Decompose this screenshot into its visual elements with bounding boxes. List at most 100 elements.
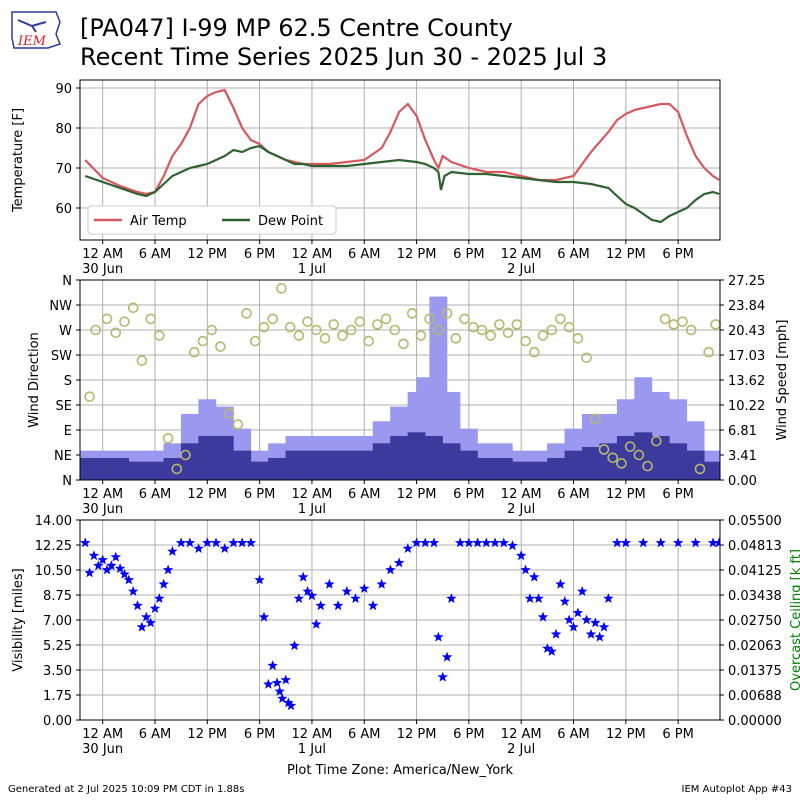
speed-bar bbox=[425, 435, 443, 480]
speed-bar bbox=[250, 461, 269, 480]
wind-direction-point bbox=[267, 313, 278, 325]
visibility-point bbox=[283, 697, 294, 708]
wind-direction-point bbox=[171, 463, 183, 475]
visibility-point bbox=[376, 578, 387, 589]
visibility-point bbox=[254, 574, 265, 585]
wind-direction-point bbox=[537, 330, 549, 341]
speed-tick-label: 27.25 bbox=[728, 274, 765, 289]
x-tick-label: 1 Jul bbox=[298, 262, 326, 277]
wind-direction-point bbox=[328, 319, 340, 330]
visibility-point bbox=[324, 578, 335, 589]
legend-box bbox=[87, 205, 337, 235]
visibility-point bbox=[542, 643, 553, 653]
x-tick-label: 6 AM bbox=[348, 727, 381, 742]
panel-frame bbox=[79, 79, 721, 241]
visibility-point bbox=[245, 537, 257, 548]
x-tick-label: 12 PM bbox=[187, 247, 227, 262]
speed-bar bbox=[669, 443, 688, 480]
x-tick-label: 6 PM bbox=[662, 247, 693, 262]
speed-bar bbox=[80, 457, 95, 480]
speed-bar bbox=[198, 435, 217, 480]
temperature-axis-title: Temperature [F] bbox=[11, 108, 26, 213]
speed-bar bbox=[547, 457, 566, 480]
visibility-tick-label: 0.00 bbox=[43, 714, 72, 729]
speed-bar bbox=[477, 457, 496, 480]
visibility-point bbox=[441, 651, 453, 662]
speed-bar bbox=[390, 435, 409, 480]
visibility-point bbox=[472, 537, 483, 548]
visibility-point bbox=[184, 537, 196, 548]
speed-tick-label: 23.84 bbox=[728, 299, 765, 314]
wind-direction-point bbox=[345, 324, 357, 336]
visibility-point bbox=[598, 621, 610, 632]
wind-direction-point bbox=[624, 441, 636, 452]
title-line-1: [PA047] I-99 MP 62.5 Centre County bbox=[80, 14, 513, 42]
wind-direction-point bbox=[293, 330, 305, 341]
wind-direction-point bbox=[389, 324, 401, 336]
wind-direction-point bbox=[380, 313, 392, 325]
speed-bar bbox=[442, 443, 461, 480]
visibility-point bbox=[158, 578, 169, 589]
visibility-point bbox=[210, 537, 222, 548]
visibility-point bbox=[289, 640, 300, 651]
x-tick-label: 12 AM bbox=[501, 247, 542, 262]
visibility-point bbox=[110, 551, 121, 562]
visibility-point bbox=[136, 621, 148, 632]
speed-bar bbox=[564, 450, 583, 480]
visibility-point bbox=[481, 537, 492, 548]
speed-bar bbox=[407, 432, 426, 480]
y-tick-label: 80 bbox=[55, 122, 72, 137]
visibility-tick-label: 5.25 bbox=[43, 639, 72, 654]
wind-direction-axis-title: Wind Direction bbox=[27, 332, 42, 428]
visibility-point bbox=[520, 564, 531, 575]
wind-direction-point bbox=[337, 330, 348, 341]
visibility-point bbox=[433, 631, 444, 642]
visibility-point bbox=[141, 611, 152, 622]
speed-tick-label: 6.81 bbox=[728, 424, 757, 439]
wind-direction-point bbox=[703, 346, 714, 358]
wind-direction-point bbox=[581, 352, 592, 364]
speed-bar bbox=[93, 457, 112, 480]
x-tick-label: 12 PM bbox=[606, 727, 646, 742]
visibility-point bbox=[707, 537, 719, 548]
x-tick-label: 12 AM bbox=[292, 247, 333, 262]
visibility-point bbox=[359, 583, 370, 593]
y-tick-label: 70 bbox=[55, 162, 72, 177]
visibility-point bbox=[516, 550, 527, 561]
visibility-point bbox=[454, 537, 466, 548]
x-tick-label: 12 AM bbox=[501, 727, 542, 742]
wind-direction-point bbox=[424, 313, 435, 325]
wind-direction-point bbox=[590, 413, 601, 425]
y-tick-label: 90 bbox=[55, 82, 72, 97]
visibility-point bbox=[123, 574, 135, 585]
wind-direction-point bbox=[494, 319, 505, 330]
visibility-point bbox=[350, 593, 361, 603]
visibility-point bbox=[533, 593, 544, 603]
visibility-point bbox=[306, 590, 318, 601]
visibility-point bbox=[167, 545, 178, 556]
x-tick-label: 12 AM bbox=[292, 487, 333, 502]
visibility-point bbox=[271, 677, 283, 688]
x-tick-label: 12 PM bbox=[187, 727, 227, 742]
visibility-point bbox=[285, 700, 297, 711]
wind-direction-point bbox=[188, 346, 200, 358]
x-tick-label: 12 PM bbox=[187, 487, 227, 502]
x-tick-label: 12 PM bbox=[397, 247, 437, 262]
x-tick-label: 6 PM bbox=[244, 487, 275, 502]
wind-direction-point bbox=[154, 330, 165, 341]
wind-direction-point bbox=[310, 324, 322, 336]
visibility-point bbox=[594, 631, 605, 642]
ceiling-tick-label: 0.04813 bbox=[728, 539, 782, 554]
wind-direction-point bbox=[607, 452, 619, 464]
dew-point-line bbox=[84, 144, 720, 224]
visibility-point bbox=[585, 628, 597, 639]
x-tick-label: 2 Jul bbox=[507, 502, 535, 517]
visibility-tick-label: 7.00 bbox=[43, 614, 72, 629]
ceiling-tick-label: 0.00000 bbox=[728, 714, 782, 729]
ceiling-tick-label: 0.02750 bbox=[728, 614, 782, 629]
wind-direction-point bbox=[354, 316, 366, 327]
wind-direction-point bbox=[563, 321, 575, 333]
visibility-point bbox=[263, 678, 274, 689]
visibility-point bbox=[219, 543, 230, 553]
wind-direction-point bbox=[241, 308, 252, 319]
